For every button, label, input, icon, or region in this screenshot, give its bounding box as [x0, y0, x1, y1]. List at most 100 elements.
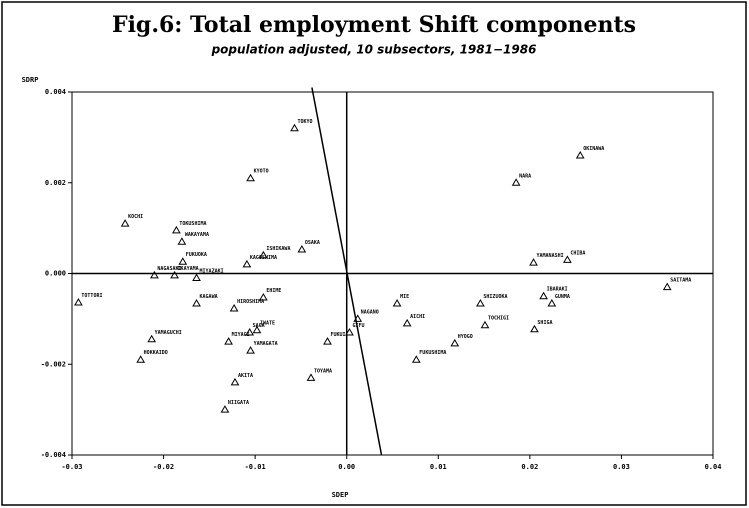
point-label: KAGAWA	[200, 294, 218, 300]
x-tick-label: 0.04	[705, 463, 722, 471]
point-label: FUKUSHIMA	[419, 350, 446, 356]
x-tick-label: -0.02	[153, 463, 174, 471]
point	[530, 324, 539, 333]
point-label: WAKAYAMA	[185, 232, 209, 238]
point-label: OKAYAMA	[178, 266, 199, 272]
point-label: IBARAKI	[547, 287, 568, 293]
y-axis-label: SDRP	[22, 76, 39, 84]
point	[252, 325, 262, 334]
point	[120, 219, 130, 227]
y-tick-label: 0.002	[45, 179, 66, 187]
point	[150, 270, 159, 279]
point-label: YAMAGATA	[254, 341, 278, 347]
point-label: FUKUOKA	[186, 252, 207, 258]
point	[290, 123, 299, 132]
point	[229, 303, 239, 312]
point	[172, 225, 181, 234]
point-label: TOKYO	[298, 119, 313, 125]
point-label: HYOGO	[458, 334, 473, 340]
point-label: EHIME	[266, 288, 281, 294]
point-label: HOKKAIDO	[144, 350, 168, 356]
point	[547, 298, 557, 307]
point	[392, 298, 402, 307]
point-label: MIYAGI	[232, 332, 250, 338]
point	[230, 377, 240, 386]
point	[246, 346, 255, 354]
x-axis-label: SDEP	[332, 491, 349, 499]
y-tick-label: 0.000	[45, 270, 66, 278]
y-tick-label: -0.004	[41, 451, 66, 459]
point-label: KOCHI	[128, 214, 143, 220]
point-label: TOKUSHIMA	[179, 221, 206, 227]
point	[178, 257, 188, 265]
point	[539, 291, 548, 300]
x-tick-label: 0.00	[338, 463, 355, 471]
point	[147, 334, 157, 343]
point	[297, 244, 307, 253]
point-label: MIE	[400, 294, 409, 300]
point-label: TOYAMA	[314, 368, 332, 374]
x-tick-label: 0.01	[430, 463, 447, 471]
point	[511, 178, 521, 186]
chart-subtitle: population adjusted, 10 subsectors, 1981…	[211, 43, 537, 57]
point	[345, 327, 354, 336]
point	[450, 338, 460, 347]
point-label: OSAKA	[305, 240, 320, 246]
point-label: CHIBA	[570, 250, 585, 256]
point-label: IWATE	[260, 321, 275, 327]
point-label: NIIGATA	[228, 400, 249, 406]
point	[575, 151, 585, 159]
x-tick-label: 0.02	[521, 463, 538, 471]
point	[411, 355, 421, 363]
point	[177, 237, 187, 245]
point-label: HIROSHIMA	[237, 299, 264, 305]
point	[323, 337, 332, 345]
fit-line	[311, 87, 383, 456]
point	[224, 337, 233, 345]
point-label: AICHI	[410, 314, 425, 320]
x-tick-label: 0.03	[613, 463, 630, 471]
point-label: OKINAWA	[583, 146, 604, 152]
x-tick-label: -0.03	[61, 463, 82, 471]
point-label: TOTTORI	[81, 293, 102, 299]
point-label: ISHIKAWA	[266, 246, 290, 252]
y-tick-label: -0.002	[41, 360, 66, 368]
point-label: GIFU	[352, 323, 364, 329]
point-label: TOCHIGI	[488, 316, 509, 322]
point	[402, 318, 412, 327]
point	[259, 293, 268, 301]
point	[353, 314, 363, 322]
point	[242, 259, 252, 268]
point-label: SAGA	[253, 323, 265, 329]
point	[170, 270, 179, 279]
point-label: GUNMA	[555, 294, 570, 300]
point-label: SAITAMA	[670, 278, 691, 284]
point	[662, 282, 672, 291]
point	[220, 405, 230, 413]
point	[563, 255, 572, 263]
point-label: FUKUI	[330, 332, 345, 338]
point	[529, 258, 538, 266]
point-label: YAMANASHI	[537, 253, 564, 259]
point-label: NARA	[519, 173, 531, 179]
point	[246, 173, 255, 182]
point-label: SHIGA	[537, 320, 552, 326]
point	[136, 355, 146, 363]
point	[306, 373, 316, 381]
point-label: YAMAGUCHI	[155, 330, 182, 336]
point-label: MIYAZAKI	[200, 269, 224, 275]
y-tick-label: 0.004	[45, 88, 66, 96]
point	[192, 273, 201, 282]
chart-title: Fig.6: Total employment Shift components	[112, 12, 636, 38]
point-label: NAGANO	[361, 309, 379, 315]
point-label: SHIZUOKA	[483, 294, 507, 300]
point	[480, 320, 490, 329]
point	[476, 298, 485, 307]
x-tick-label: -0.01	[245, 463, 266, 471]
point	[192, 298, 201, 307]
point-label: AKITA	[238, 373, 253, 379]
point	[259, 250, 268, 259]
